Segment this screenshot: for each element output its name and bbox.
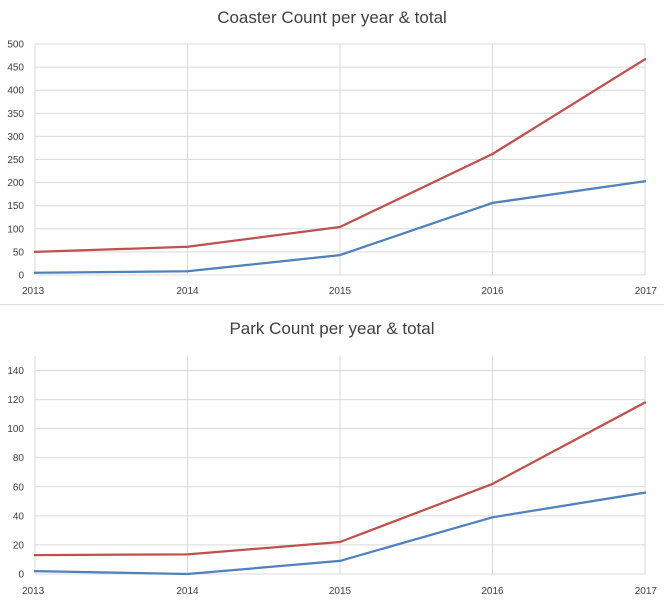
- x-tick-label: 2017: [635, 286, 658, 297]
- x-tick-label: 2017: [635, 586, 658, 597]
- park-count-plot: 0 20 40 60 80 100 120 140 2013 2014 2015 2016 2017: [7, 356, 658, 597]
- data-point: [186, 553, 189, 556]
- y-tick-label: 20: [13, 540, 25, 551]
- y-tick-label: 120: [7, 395, 24, 406]
- x-tick-label: 2016: [481, 586, 504, 597]
- coaster-count-chart: Coaster Count per year & total 0 50 100 150…: [0, 8, 664, 305]
- y-tick-label: 60: [13, 482, 25, 493]
- data-point: [186, 572, 189, 576]
- data-point: [643, 401, 647, 404]
- x-tick-label: 2015: [329, 286, 352, 297]
- y-tick-label: 140: [7, 366, 24, 377]
- park-count-chart: Park Count per year & total 0 20 40 60 80 100…: [0, 305, 664, 601]
- x-tick-label: 2016: [481, 286, 504, 297]
- data-point: [643, 180, 647, 183]
- data-point: [33, 250, 37, 253]
- y-tick-label: 50: [13, 247, 25, 258]
- data-point: [186, 270, 189, 273]
- x-tick-label: 2013: [22, 586, 45, 597]
- data-point: [33, 554, 37, 557]
- data-point: [491, 152, 494, 156]
- y-tick-label: 500: [7, 40, 24, 51]
- y-tick-label: 0: [18, 271, 24, 282]
- chart-title: Park Count per year & total: [229, 319, 435, 338]
- data-point: [33, 569, 37, 573]
- data-point: [643, 58, 647, 61]
- data-point: [491, 516, 494, 519]
- y-tick-label: 0: [18, 570, 24, 581]
- x-tick-label: 2014: [176, 286, 199, 297]
- data-point: [186, 245, 189, 248]
- y-tick-label: 400: [7, 86, 24, 97]
- data-point: [338, 540, 342, 544]
- data-point: [491, 201, 494, 205]
- y-tick-label: 100: [7, 224, 24, 235]
- chart-title: Coaster Count per year & total: [217, 8, 447, 27]
- data-point: [338, 225, 342, 229]
- y-tick-label: 200: [7, 178, 24, 189]
- coaster-count-plot: 0 50 100 150 200 250 300 350 400 450 500 2013 2014 20…: [7, 40, 658, 298]
- data-point: [643, 491, 647, 494]
- data-point: [338, 254, 342, 257]
- data-point: [33, 271, 37, 274]
- y-tick-label: 40: [13, 511, 25, 522]
- y-tick-label: 350: [7, 109, 24, 120]
- x-tick-label: 2013: [22, 286, 45, 297]
- y-tick-label: 450: [7, 63, 24, 74]
- data-point: [338, 559, 342, 563]
- y-tick-label: 250: [7, 155, 24, 166]
- data-point: [491, 482, 494, 485]
- y-tick-label: 300: [7, 132, 24, 143]
- x-tick-label: 2014: [176, 586, 199, 597]
- x-tick-label: 2015: [329, 586, 352, 597]
- y-tick-label: 80: [13, 453, 25, 464]
- y-tick-label: 150: [7, 201, 24, 212]
- y-tick-label: 100: [7, 424, 24, 435]
